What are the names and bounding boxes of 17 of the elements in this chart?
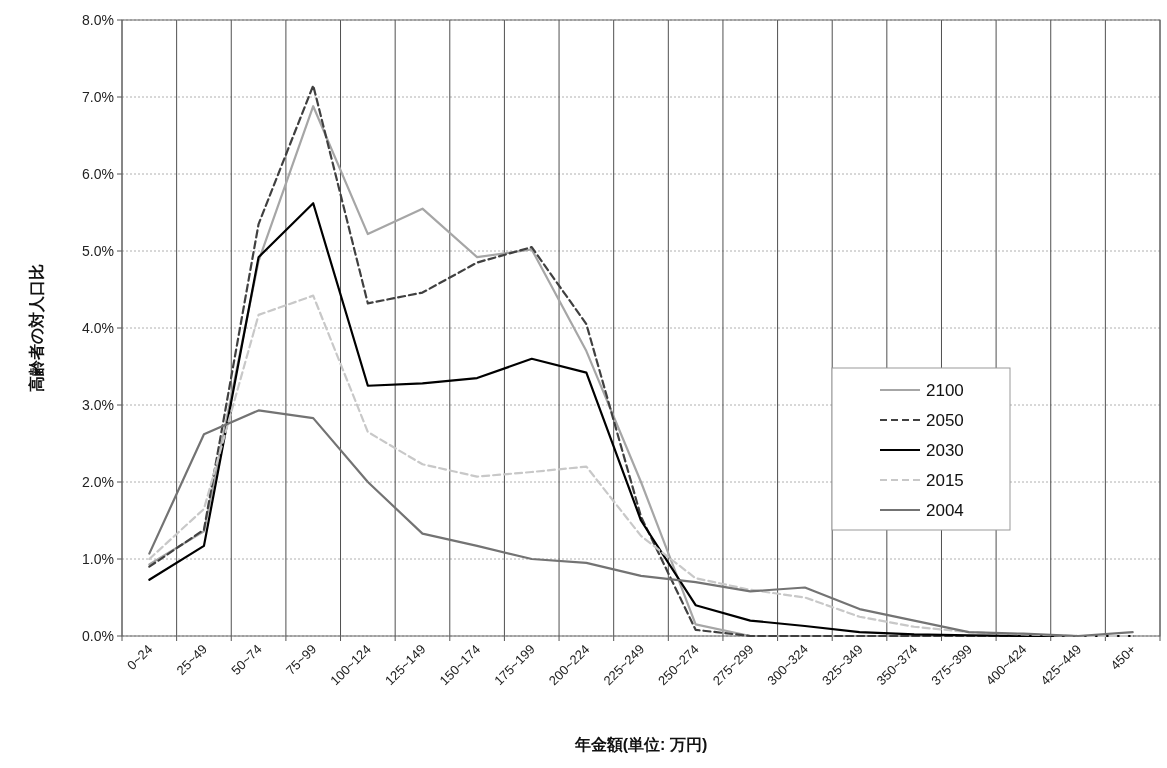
x-axis-title: 年金額(単位: 万円) (573, 736, 708, 754)
y-tick-label: 5.0% (82, 243, 114, 259)
x-tick-label: 450+ (1107, 641, 1139, 673)
legend-label: 2004 (926, 501, 964, 520)
y-tick-label: 4.0% (82, 320, 114, 336)
legend-label: 2030 (926, 441, 964, 460)
legend-label: 2100 (926, 381, 964, 400)
y-axis-title: 高齢者の対人口比 (27, 264, 45, 392)
y-tick-label: 7.0% (82, 89, 114, 105)
y-tick-label: 8.0% (82, 12, 114, 28)
y-tick-label: 2.0% (82, 474, 114, 490)
legend-label: 2050 (926, 411, 964, 430)
legend-label: 2015 (926, 471, 964, 490)
y-tick-label: 3.0% (82, 397, 114, 413)
y-tick-label: 6.0% (82, 166, 114, 182)
y-tick-label: 0.0% (82, 628, 114, 644)
y-tick-label: 1.0% (82, 551, 114, 567)
